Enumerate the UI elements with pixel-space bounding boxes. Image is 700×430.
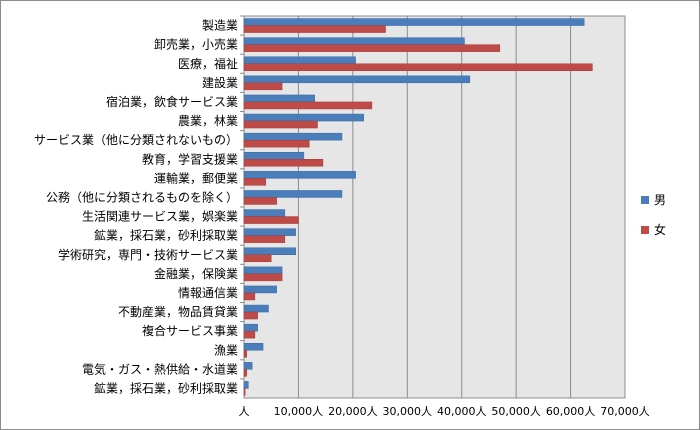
category-label: 学術研究，専門・技術サービス業 xyxy=(58,247,238,262)
bar-male xyxy=(243,343,264,351)
category-label: 鉱業，採石業，砂利採取業 xyxy=(94,228,238,243)
x-tick-label: 60,000人 xyxy=(546,405,596,418)
category-label: 運輸業，郵便業 xyxy=(154,170,238,185)
category-label: 教育，学習支援業 xyxy=(142,151,238,166)
bar-male xyxy=(243,37,465,45)
bar-female xyxy=(243,292,256,301)
bar-female xyxy=(243,63,593,71)
category-label: 医療，福祉 xyxy=(178,56,238,71)
bar-female xyxy=(243,139,310,148)
category-label: 建設業 xyxy=(202,75,238,90)
legend-label: 女 xyxy=(654,222,666,237)
legend-swatch xyxy=(641,196,649,204)
plot-area xyxy=(243,15,626,399)
category-label: 農業，林業 xyxy=(178,114,238,128)
bar-female xyxy=(243,388,246,396)
category-label: 生活関連サービス業，娯楽業 xyxy=(82,210,238,224)
bar-male xyxy=(243,381,249,389)
bar-female xyxy=(243,25,386,33)
bar-female xyxy=(243,44,501,52)
bar-female xyxy=(243,197,277,205)
bar-male xyxy=(243,18,585,26)
bar-female xyxy=(243,330,256,339)
bar-male xyxy=(243,152,305,160)
bar-male xyxy=(243,304,269,313)
legend-label: 男 xyxy=(654,193,666,207)
x-tick-label: 10,000人 xyxy=(274,405,324,418)
category-label: 公務（他に分類されるものを除く） xyxy=(46,189,238,204)
category-label: 電気・ガス・熱供給・水道業 xyxy=(82,361,238,376)
category-labels: 製造業卸売業，小売業医療，福祉建設業宿泊業，飲食サービス業農業，林業サービス業（… xyxy=(34,15,244,395)
category-label: 製造業 xyxy=(202,19,238,33)
bar-male xyxy=(243,209,286,217)
bar-female xyxy=(243,273,283,282)
bar-female xyxy=(243,216,299,224)
bar-male xyxy=(243,266,283,275)
bar-female xyxy=(243,254,272,262)
legend: 男女 xyxy=(641,193,666,237)
bar-female xyxy=(243,101,373,110)
x-tick-labels: 人 10,000人 20,000人 30,000人 40,000人 50,000人 60,0… xyxy=(239,405,650,418)
category-label: 情報通信業 xyxy=(178,286,238,300)
bar-male xyxy=(243,75,471,84)
category-label: 漁業 xyxy=(214,343,238,357)
bar-female xyxy=(243,82,283,91)
bar-male xyxy=(243,285,277,294)
x-tick-label: 30,000人 xyxy=(383,405,433,418)
category-label: 卸売業，小売業 xyxy=(154,37,238,52)
category-label: 鉱業，採石業，砂利採取業 xyxy=(94,380,238,395)
bar-female xyxy=(243,120,318,129)
bar-male xyxy=(243,247,296,255)
bar-male xyxy=(243,362,253,370)
legend-swatch xyxy=(641,226,649,234)
category-label: 複合サービス事業 xyxy=(142,323,238,338)
category-label: 不動産業，物品賃貸業 xyxy=(118,304,238,319)
category-label: 宿泊業，飲食サービス業 xyxy=(106,94,238,109)
category-label: 金融業，保険業 xyxy=(154,266,238,281)
bar-male xyxy=(243,323,258,332)
bar-female xyxy=(243,369,247,377)
bar-female xyxy=(243,159,324,167)
bar-female xyxy=(243,350,247,358)
x-tick-label: 人 xyxy=(239,405,250,418)
x-tick-label: 20,000人 xyxy=(328,405,378,418)
bar-male xyxy=(243,190,343,198)
bar-male xyxy=(243,171,356,179)
bar-male xyxy=(243,56,356,64)
x-tick-label: 40,000人 xyxy=(437,405,487,418)
bar-male xyxy=(243,94,316,103)
bar-female xyxy=(243,178,267,186)
category-label: サービス業（他に分類されないもの） xyxy=(34,133,238,147)
bar-male xyxy=(243,113,364,122)
x-tick-label: 50,000人 xyxy=(491,405,541,418)
bar-female xyxy=(243,311,258,320)
bar-male xyxy=(243,228,296,236)
bar-female xyxy=(243,235,286,243)
bars xyxy=(243,18,593,396)
x-tick-label: 70,000人 xyxy=(600,405,650,418)
bar-male xyxy=(243,132,343,141)
